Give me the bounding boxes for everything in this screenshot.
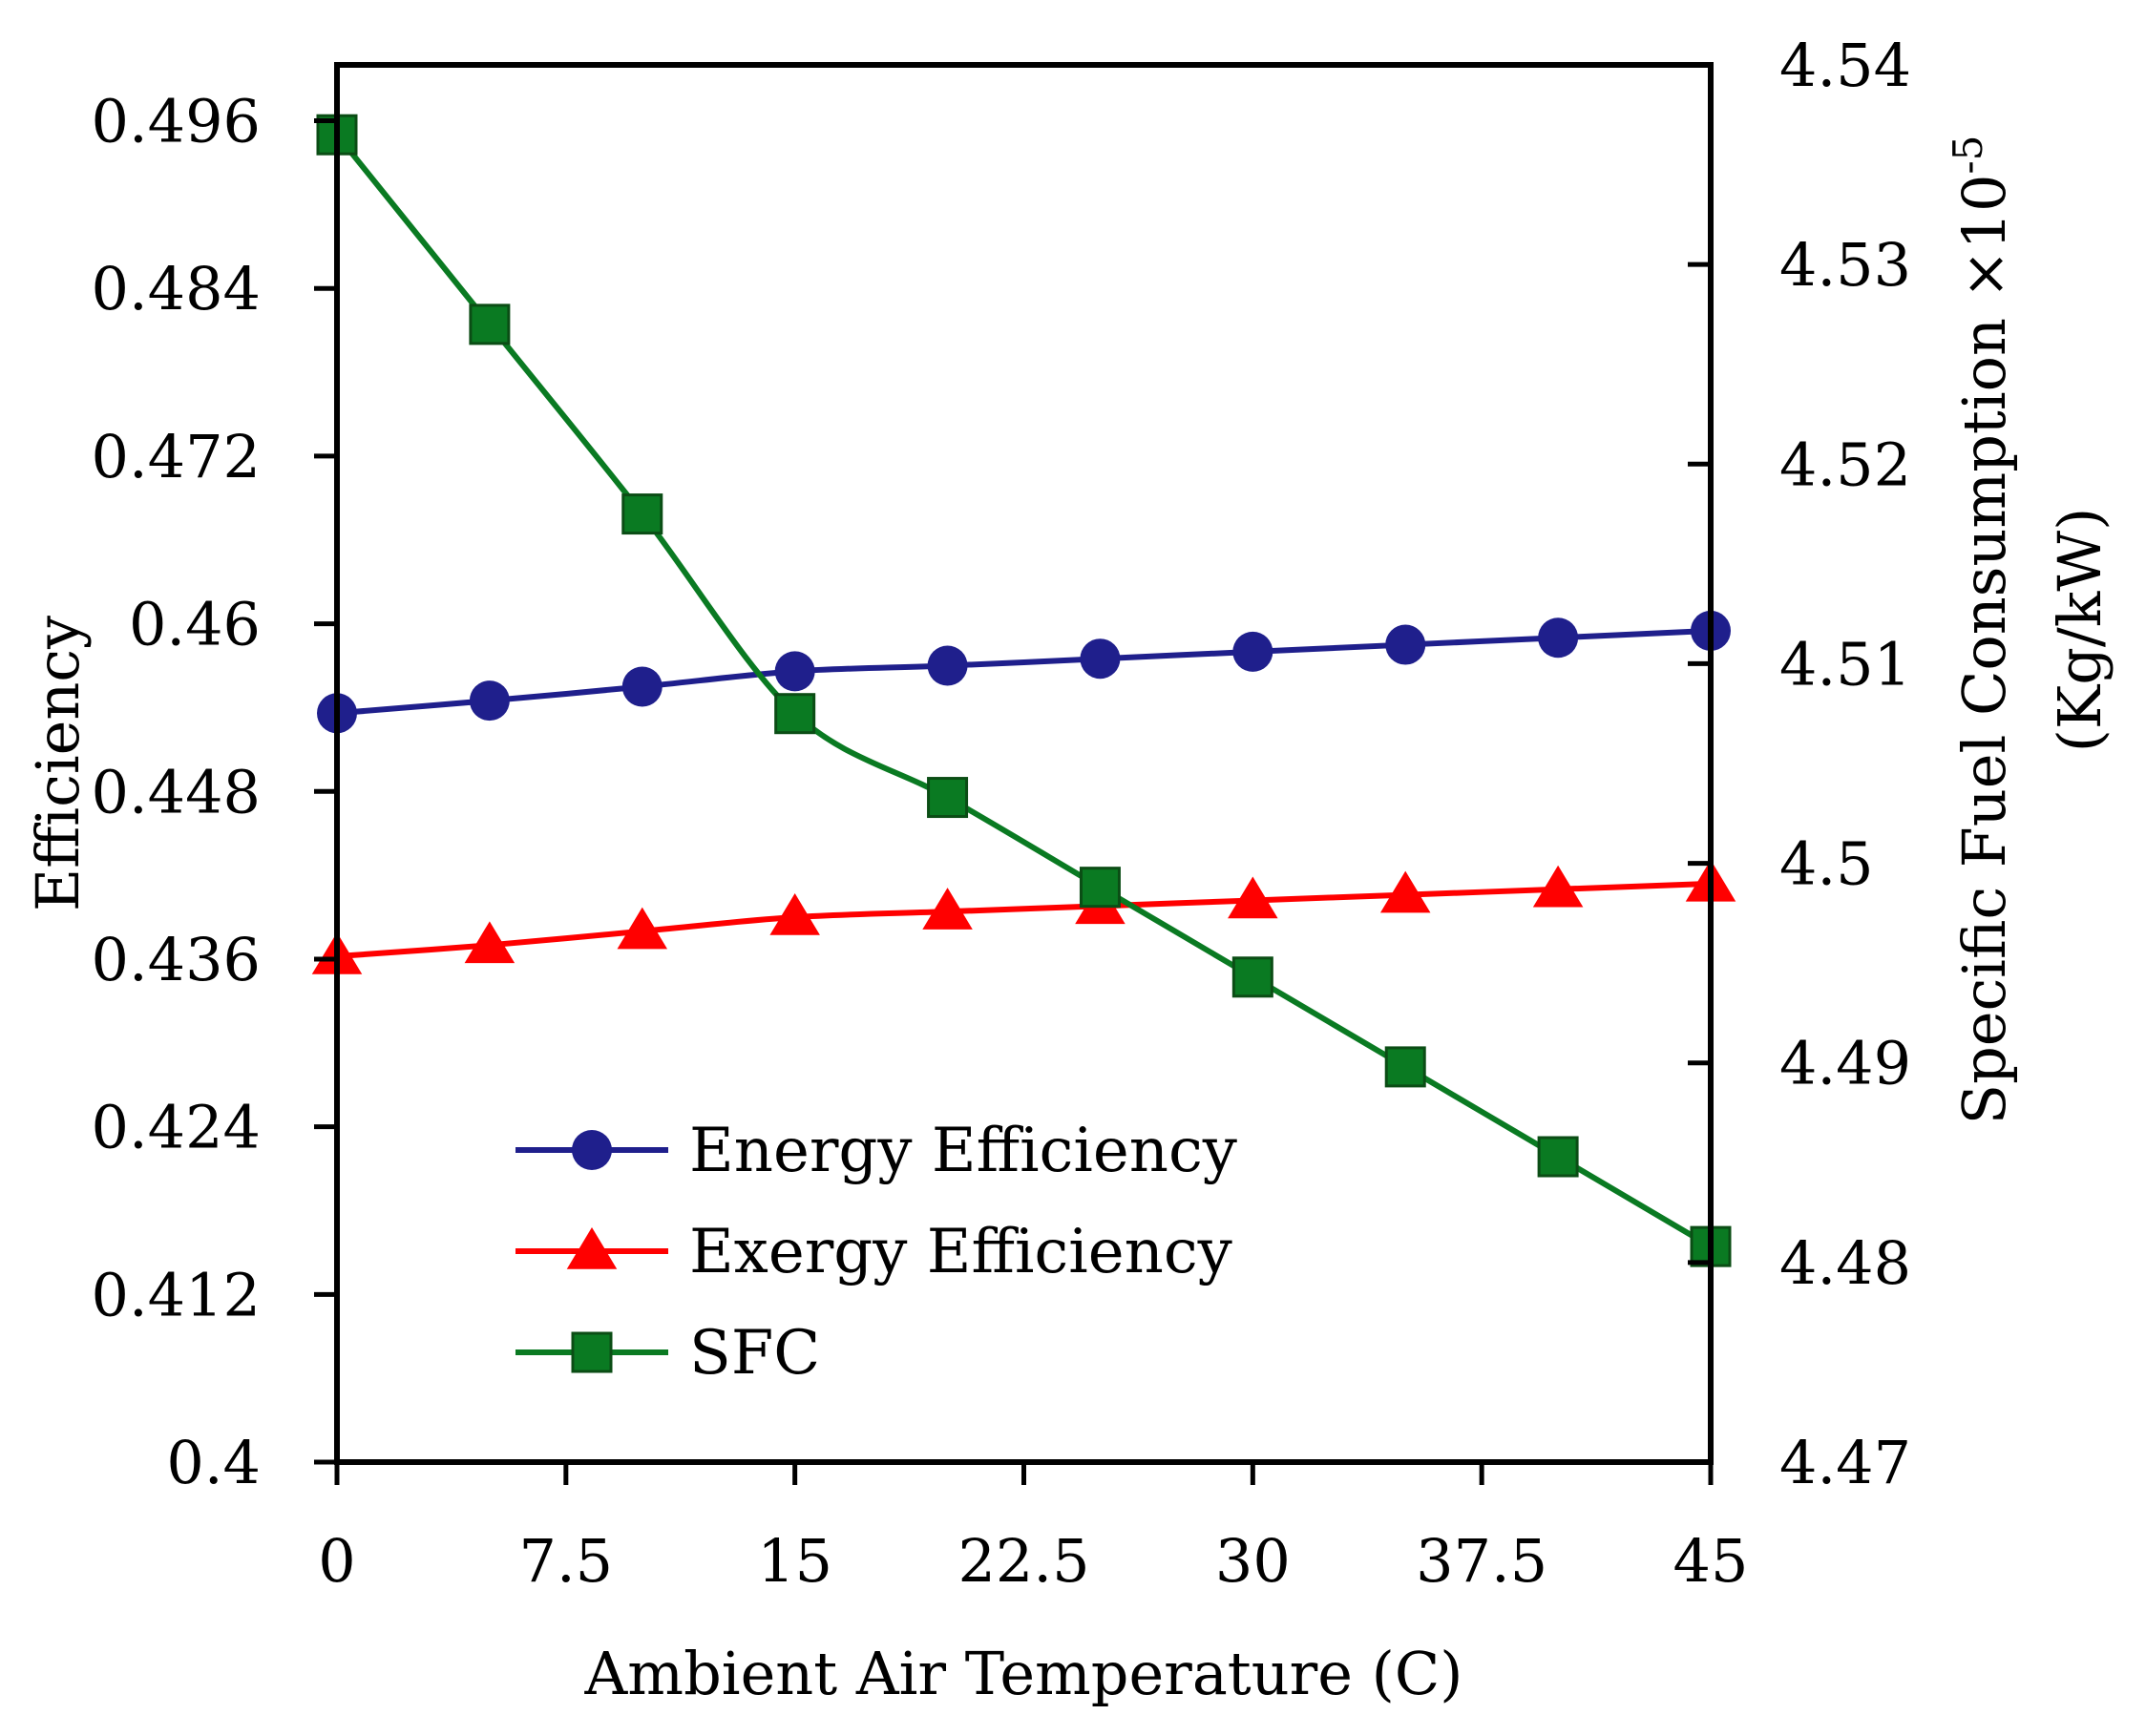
data-point bbox=[1080, 638, 1121, 680]
x-tick-label: 22.5 bbox=[957, 1526, 1089, 1596]
left-y-tick-label: 0.436 bbox=[92, 925, 262, 994]
right-y-tick-label: 4.49 bbox=[1779, 1029, 1911, 1098]
right-y-tick-label: 4.52 bbox=[1779, 429, 1911, 499]
right-y-tick-label: 4.5 bbox=[1779, 829, 1874, 899]
x-tick-label: 7.5 bbox=[519, 1526, 614, 1596]
data-point bbox=[1231, 956, 1273, 998]
series-line bbox=[336, 627, 1712, 717]
data-point bbox=[469, 680, 510, 722]
x-tick-label: 37.5 bbox=[1416, 1526, 1547, 1596]
data-point bbox=[769, 893, 820, 935]
right-y-axis-title-units: (Kg/kW) bbox=[2045, 508, 2114, 753]
right-y-tick-label: 4.53 bbox=[1779, 230, 1911, 300]
left-y-tick-label: 0.484 bbox=[92, 254, 262, 324]
data-point bbox=[1537, 1136, 1579, 1178]
left-y-tick-label: 0.46 bbox=[129, 590, 261, 659]
data-point bbox=[927, 645, 968, 686]
legend-entry: Exergy Efficiency bbox=[515, 1217, 1232, 1287]
data-point bbox=[1232, 631, 1273, 672]
data-point bbox=[621, 493, 663, 535]
legend-entry: Energy Efficiency bbox=[515, 1116, 1237, 1186]
data-point bbox=[469, 303, 511, 345]
legend-marker bbox=[566, 1227, 618, 1269]
data-point bbox=[1384, 1046, 1426, 1088]
right-y-axis-title-exponent: -5 bbox=[1945, 136, 1991, 175]
right-y-axis-title: Specific Fuel Consumption ×10-5 bbox=[1945, 136, 2019, 1125]
legend-label: Exergy Efficiency bbox=[689, 1217, 1232, 1287]
legend-marker bbox=[572, 1130, 612, 1170]
x-tick-label: 0 bbox=[318, 1526, 355, 1596]
legend: Energy Efficiency Exergy Efficiency SFC bbox=[515, 1116, 1237, 1389]
legend-label: Energy Efficiency bbox=[689, 1116, 1237, 1186]
axis-layer: 0 7.5 15 22.5 30 37.5 45 0.4 0.412 0.424 0.436 0.44… bbox=[92, 31, 1912, 1596]
left-y-tick-label: 0.424 bbox=[92, 1093, 262, 1162]
right-y-tick-label: 4.48 bbox=[1779, 1228, 1911, 1298]
left-y-tick-label: 0.472 bbox=[92, 422, 262, 492]
left-y-tick-label: 0.496 bbox=[92, 87, 262, 157]
left-y-axis-title: Efficiency bbox=[23, 616, 93, 911]
x-axis-title: Ambient Air Temperature (C) bbox=[584, 1639, 1463, 1708]
data-point bbox=[1385, 624, 1426, 665]
data-point bbox=[927, 777, 969, 819]
series-sfc bbox=[316, 114, 1732, 1267]
x-tick-label: 15 bbox=[757, 1526, 832, 1596]
data-point bbox=[464, 921, 515, 964]
right-y-axis-title-main: Specific Fuel Consumption ×10 bbox=[1949, 175, 2019, 1125]
right-y-tick-label: 4.47 bbox=[1779, 1428, 1911, 1497]
data-point bbox=[1538, 617, 1579, 659]
series-exergy-efficiency bbox=[311, 859, 1736, 974]
data-point bbox=[1079, 867, 1121, 909]
x-tick-label: 30 bbox=[1215, 1526, 1291, 1596]
legend-label: SFC bbox=[689, 1318, 820, 1389]
data-point bbox=[774, 693, 816, 735]
data-point bbox=[1532, 865, 1584, 908]
right-y-tick-label: 4.54 bbox=[1779, 31, 1911, 100]
series-line bbox=[336, 880, 1712, 960]
legend-marker bbox=[571, 1331, 613, 1373]
data-point bbox=[1379, 870, 1431, 913]
left-y-tick-label: 0.448 bbox=[92, 757, 262, 826]
data-point bbox=[621, 666, 663, 707]
x-tick-label: 45 bbox=[1673, 1526, 1749, 1596]
series-energy-efficiency bbox=[317, 610, 1731, 734]
data-point bbox=[922, 888, 973, 930]
data-point bbox=[617, 907, 668, 950]
left-y-tick-label: 0.4 bbox=[166, 1428, 261, 1497]
data-point bbox=[1228, 876, 1278, 919]
data-point bbox=[774, 651, 815, 692]
series-line bbox=[334, 133, 1713, 1249]
series-layer bbox=[311, 114, 1736, 1267]
legend-entry: SFC bbox=[515, 1318, 820, 1389]
right-y-tick-label: 4.51 bbox=[1779, 629, 1911, 699]
left-y-tick-label: 0.412 bbox=[92, 1260, 262, 1329]
